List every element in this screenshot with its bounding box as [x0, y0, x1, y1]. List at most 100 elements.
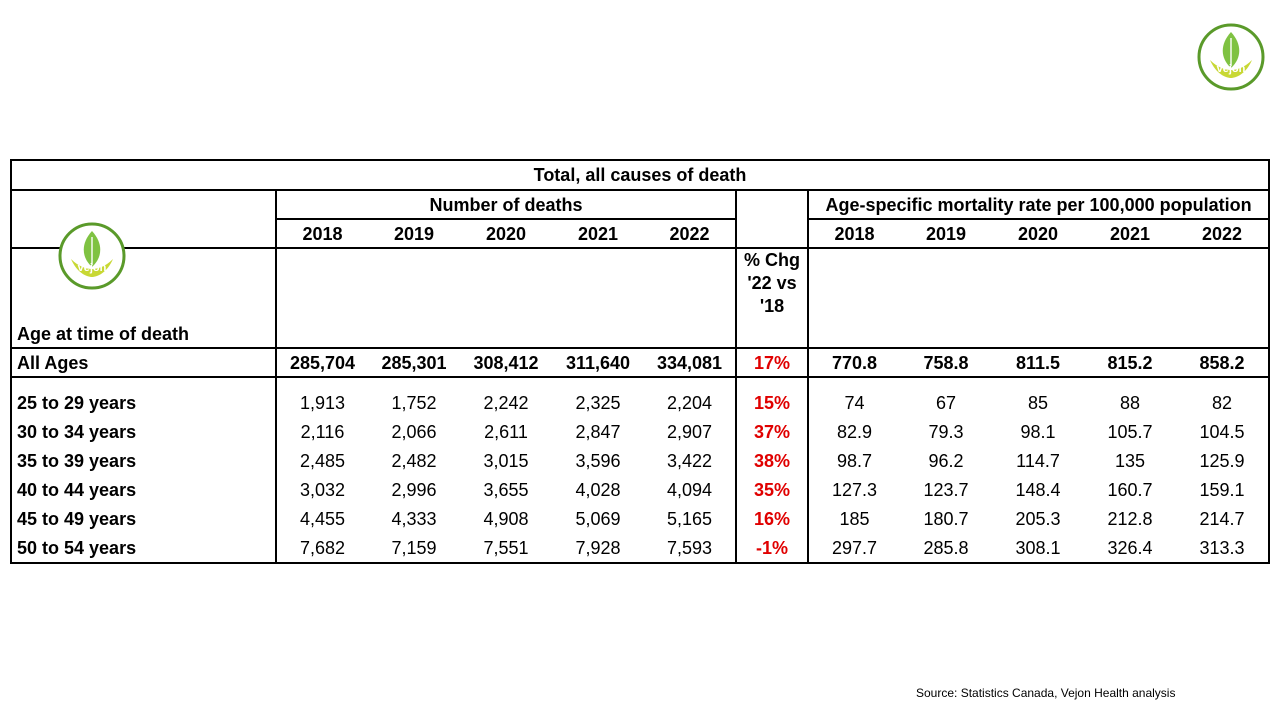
rate-cell: 82 — [1212, 392, 1233, 413]
pct-change-cell: 38% — [735, 446, 808, 475]
rate-cell: 98.7 — [807, 446, 900, 475]
deaths-cell: 2,116 — [275, 417, 368, 446]
mortality-table: Total, all causes of death Number of dea… — [10, 159, 1270, 564]
logo-text: vejon — [78, 262, 107, 274]
rate-cell: 858.2 — [1199, 352, 1245, 373]
rate-cell: 160.7 — [1107, 479, 1153, 500]
deaths-cell: 5,165 — [666, 508, 713, 529]
year-header: 2020 — [485, 223, 527, 244]
table-title: Total, all causes of death — [533, 165, 747, 185]
age-label: 25 to 29 years — [17, 392, 137, 413]
deaths-cell: 2,485 — [275, 446, 368, 475]
rate-cell: 105.7 — [1107, 421, 1153, 442]
rate-cell: 123.7 — [923, 479, 969, 500]
rate-cell: 114.7 — [1016, 450, 1060, 471]
rate-cell: 205.3 — [1015, 508, 1061, 529]
spacer-cell — [735, 377, 808, 388]
deaths-cell: 2,611 — [484, 421, 528, 442]
rate-cell: 104.5 — [1199, 421, 1245, 442]
age-label: 45 to 49 years — [17, 508, 137, 529]
rate-cell: 148.4 — [1015, 479, 1061, 500]
empty-header-cell — [735, 190, 808, 219]
rate-cell: 185 — [807, 504, 900, 533]
deaths-cell: 4,028 — [575, 479, 621, 500]
rate-cell: 285.8 — [923, 537, 969, 558]
deaths-cell: 4,333 — [391, 508, 437, 529]
group-header-rate: Age-specific mortality rate per 100,000 … — [806, 190, 1269, 220]
deaths-cell: 2,325 — [575, 392, 621, 413]
deaths-cell: 3,596 — [575, 450, 621, 471]
rate-cell: 98.1 — [1020, 421, 1056, 442]
deaths-cell: 2,482 — [391, 450, 437, 471]
age-label: 35 to 39 years — [17, 450, 137, 471]
year-header: 2018 — [275, 219, 368, 248]
deaths-cell: 311,640 — [565, 352, 631, 373]
deaths-cell: 1,752 — [391, 392, 437, 413]
deaths-cell: 2,847 — [575, 421, 621, 442]
pct-change-header: % Chg '22 vs '18 — [735, 247, 808, 348]
rate-cell: 313.3 — [1199, 537, 1245, 558]
deaths-cell: 2,066 — [391, 421, 437, 442]
rate-cell: 74 — [807, 388, 900, 417]
deaths-cell: 4,908 — [483, 508, 529, 529]
rate-cell: 308.1 — [1015, 537, 1061, 558]
deaths-cell: 2,907 — [666, 421, 713, 442]
year-header: 2021 — [1109, 223, 1151, 244]
deaths-cell: 7,593 — [666, 537, 713, 558]
rate-cell: 135 — [1114, 450, 1146, 471]
rate-cell: 212.8 — [1107, 508, 1153, 529]
deaths-cell: 4,455 — [275, 504, 368, 533]
deaths-cell: 1,913 — [275, 388, 368, 417]
rate-cell: 82.9 — [807, 417, 900, 446]
pct-change-cell: 16% — [735, 504, 808, 533]
rate-cell: 180.7 — [923, 508, 969, 529]
rate-cell: 125.9 — [1199, 450, 1245, 471]
year-header: 2019 — [393, 223, 435, 244]
pct-change-cell: 37% — [735, 417, 808, 446]
rate-cell: 96.2 — [928, 450, 964, 471]
rate-cell: 326.4 — [1107, 537, 1153, 558]
year-header: 2021 — [577, 223, 619, 244]
rate-cell: 159.1 — [1199, 479, 1245, 500]
deaths-cell: 7,682 — [275, 533, 368, 562]
deaths-cell: 285,301 — [381, 352, 447, 373]
mortality-grid: Total, all causes of death Number of dea… — [12, 161, 1269, 562]
deaths-cell: 285,704 — [275, 348, 368, 377]
rate-cell: 88 — [1119, 392, 1141, 413]
age-label: 50 to 54 years — [17, 537, 137, 558]
pct-change-cell: -1% — [735, 533, 808, 562]
empty-header-cell — [275, 248, 736, 348]
rate-cell: 297.7 — [807, 533, 900, 562]
pct-change-cell: 17% — [735, 348, 808, 377]
deaths-cell: 3,655 — [483, 479, 529, 500]
vejon-leaf-logo-icon: vejon — [58, 222, 126, 290]
rate-cell: 79.3 — [928, 421, 964, 442]
rate-cell: 770.8 — [807, 348, 900, 377]
vejon-logo-table: vejon — [57, 221, 127, 291]
year-header: 2019 — [925, 223, 967, 244]
empty-header-cell — [735, 219, 808, 248]
rate-cell: 815.2 — [1107, 352, 1153, 373]
deaths-cell: 2,996 — [391, 479, 437, 500]
deaths-cell: 7,159 — [391, 537, 437, 558]
vejon-leaf-logo-icon: vejon — [1197, 23, 1265, 91]
rate-cell: 214.7 — [1199, 508, 1245, 529]
deaths-cell: 7,928 — [575, 537, 621, 558]
deaths-cell: 3,015 — [483, 450, 529, 471]
rate-cell: 811.5 — [1015, 352, 1061, 373]
empty-header-cell — [12, 190, 276, 219]
rate-cell: 67 — [935, 392, 957, 413]
vejon-logo: vejon — [1196, 22, 1266, 92]
deaths-cell: 7,551 — [483, 537, 529, 558]
year-header: 2022 — [1202, 223, 1243, 244]
deaths-cell: 2,204 — [666, 392, 713, 413]
deaths-cell: 308,412 — [473, 352, 539, 373]
deaths-cell: 5,069 — [575, 508, 621, 529]
pct-change-cell: 35% — [735, 475, 808, 504]
spacer-cell — [806, 377, 1269, 388]
logo-text: vejon — [1217, 63, 1246, 75]
rate-cell: 127.3 — [807, 475, 900, 504]
empty-header-cell — [806, 248, 1269, 348]
source-note: Source: Statistics Canada, Vejon Health … — [916, 686, 1176, 700]
year-header: 2020 — [1017, 223, 1059, 244]
